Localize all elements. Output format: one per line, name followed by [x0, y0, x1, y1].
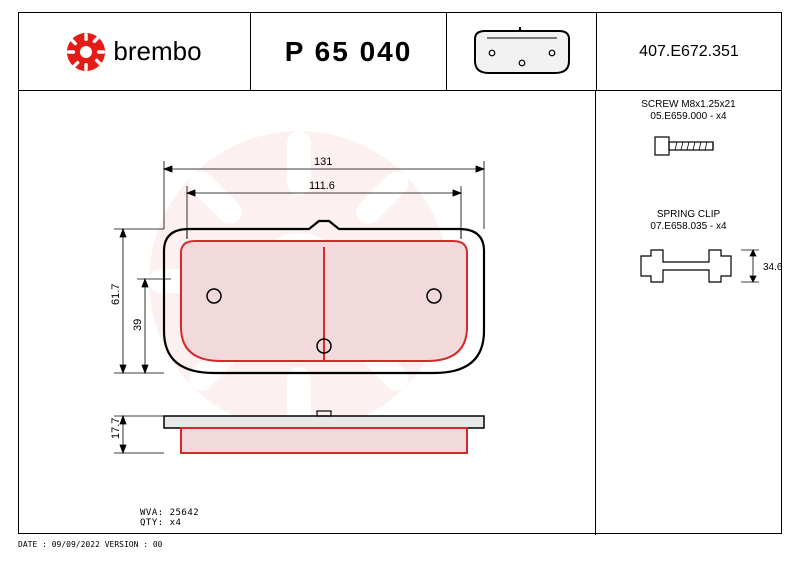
screw-title: SCREW M8x1.25x21 — [602, 99, 775, 110]
pad-thumbnail-icon — [467, 25, 577, 79]
code-number: 407.E672.351 — [639, 43, 739, 61]
brand-name: brembo — [113, 36, 201, 67]
part-number-cell: P 65 040 — [251, 13, 447, 90]
svg-text:61.7: 61.7 — [110, 284, 122, 305]
brand-cell: brembo — [19, 13, 251, 90]
footer-date: DATE : 09/09/2022 VERSION : 00 — [18, 540, 163, 549]
spring-clip-partline: 07.E658.035 - x4 — [602, 221, 775, 232]
pad-thumbnail-cell — [447, 13, 597, 90]
spring-clip-block: SPRING CLIP 07.E658.035 - x4 — [596, 201, 781, 341]
screw-block: SCREW M8x1.25x21 05.E659.000 - x4 — [596, 91, 781, 201]
footer-wva: WVA: 25642 — [140, 508, 199, 518]
svg-text:131: 131 — [314, 156, 332, 168]
spring-clip-icon: 34.6 — [629, 240, 749, 282]
pad-diagram: 131 111.6 — [109, 121, 539, 511]
screw-partline: 05.E659.000 - x4 — [602, 111, 775, 122]
brembo-logo-icon — [67, 33, 105, 71]
part-number: P 65 040 — [285, 36, 413, 68]
spring-clip-dim: 34.6 — [763, 262, 783, 273]
spring-clip-title: SPRING CLIP — [602, 209, 775, 220]
svg-text:39: 39 — [132, 319, 144, 331]
accessories-column: SCREW M8x1.25x21 05.E659.000 - x4 — [595, 91, 781, 535]
svg-text:17.7: 17.7 — [110, 418, 122, 439]
code-cell: 407.E672.351 — [597, 13, 781, 90]
brand-logo: brembo — [67, 33, 201, 71]
footer-qty: QTY: x4 — [140, 518, 199, 528]
drawing-area: 131 111.6 — [19, 91, 597, 535]
header-row: brembo P 65 040 407.E672.351 — [19, 13, 781, 91]
screw-icon — [653, 132, 725, 160]
svg-text:111.6: 111.6 — [309, 180, 335, 192]
footer-info: WVA: 25642 QTY: x4 — [140, 508, 199, 528]
page: brembo P 65 040 407.E672.351 — [0, 0, 800, 566]
main-frame: brembo P 65 040 407.E672.351 — [18, 12, 782, 534]
